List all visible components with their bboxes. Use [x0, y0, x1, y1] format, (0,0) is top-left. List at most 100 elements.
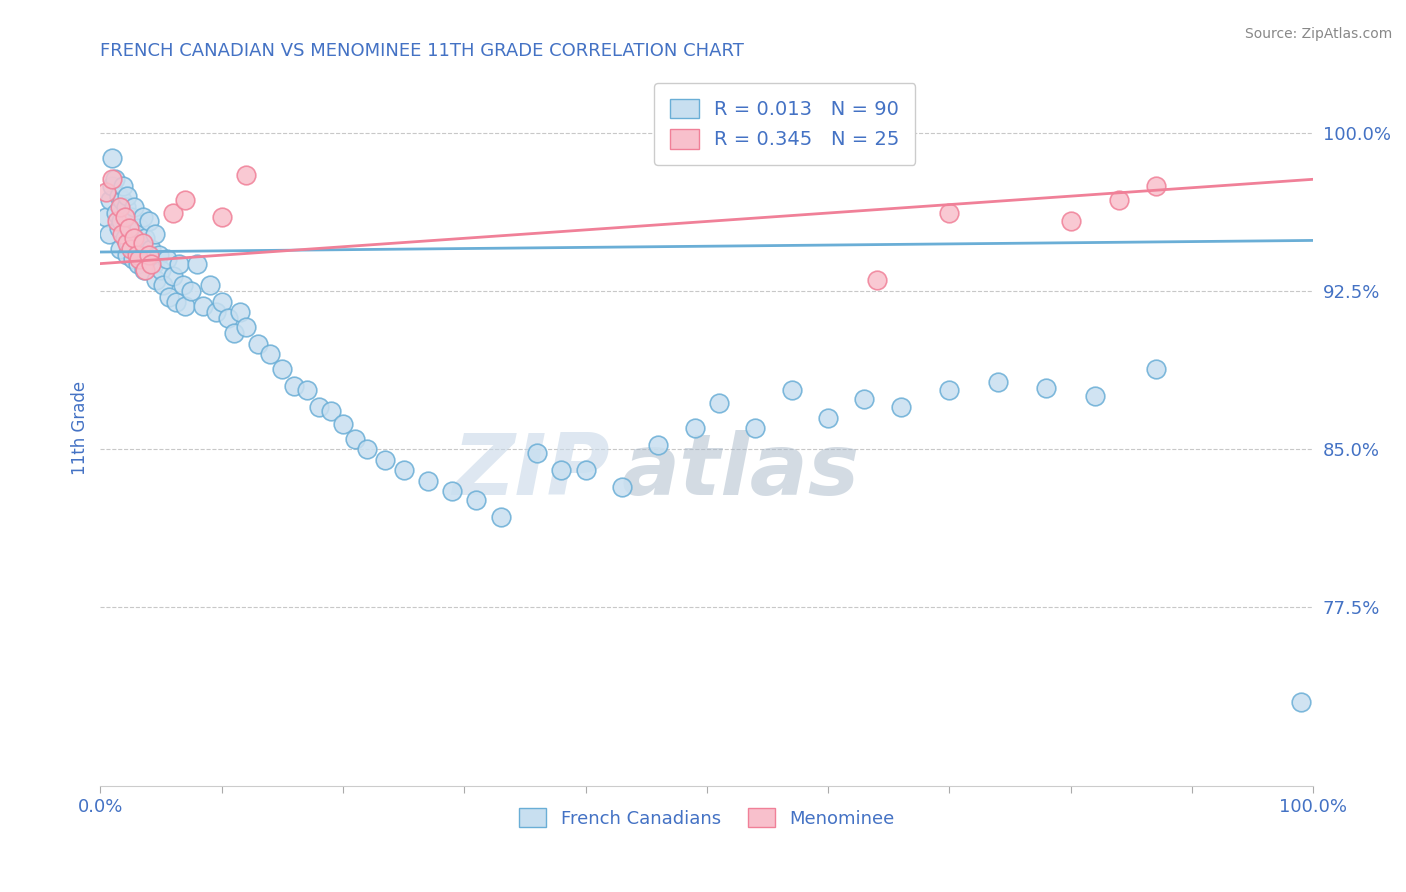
Point — [122, 252, 145, 267]
Point — [96, 211, 118, 225]
Point — [120, 242, 142, 256]
Text: ZIP: ZIP — [453, 430, 610, 513]
Point — [105, 206, 128, 220]
Point — [115, 248, 138, 262]
Point — [150, 263, 173, 277]
Text: Source: ZipAtlas.com: Source: ZipAtlas.com — [1244, 27, 1392, 41]
Point — [744, 421, 766, 435]
Point — [117, 214, 139, 228]
Point — [211, 211, 233, 225]
Point — [127, 257, 149, 271]
Point — [135, 252, 157, 267]
Point — [142, 257, 165, 271]
Point — [308, 400, 330, 414]
Point — [198, 277, 221, 292]
Point — [416, 474, 439, 488]
Point — [114, 231, 136, 245]
Point — [865, 273, 887, 287]
Point — [247, 336, 270, 351]
Point — [111, 194, 134, 208]
Point — [229, 305, 252, 319]
Point — [152, 277, 174, 292]
Point — [1035, 381, 1057, 395]
Point — [143, 227, 166, 241]
Point — [186, 257, 208, 271]
Point — [114, 200, 136, 214]
Point — [101, 151, 124, 165]
Point — [172, 277, 194, 292]
Point — [204, 305, 226, 319]
Point — [987, 375, 1010, 389]
Text: FRENCH CANADIAN VS MENOMINEE 11TH GRADE CORRELATION CHART: FRENCH CANADIAN VS MENOMINEE 11TH GRADE … — [100, 42, 744, 60]
Point — [707, 396, 730, 410]
Point — [118, 220, 141, 235]
Point — [114, 211, 136, 225]
Point — [107, 220, 129, 235]
Point — [124, 200, 146, 214]
Point — [132, 235, 155, 250]
Point — [550, 463, 572, 477]
Point — [332, 417, 354, 431]
Point — [817, 410, 839, 425]
Point — [259, 347, 281, 361]
Point — [167, 257, 190, 271]
Point — [134, 231, 156, 245]
Point — [235, 168, 257, 182]
Point — [174, 299, 197, 313]
Point — [121, 225, 143, 239]
Legend: French Canadians, Menominee: French Canadians, Menominee — [512, 801, 901, 835]
Point — [138, 214, 160, 228]
Point — [1084, 389, 1107, 403]
Point — [1108, 194, 1130, 208]
Point — [180, 284, 202, 298]
Point — [128, 252, 150, 267]
Point — [97, 227, 120, 241]
Point — [938, 206, 960, 220]
Point — [526, 446, 548, 460]
Point — [124, 231, 146, 245]
Point — [780, 383, 803, 397]
Point — [162, 269, 184, 284]
Point — [125, 248, 148, 262]
Point — [132, 211, 155, 225]
Point — [374, 452, 396, 467]
Point — [392, 463, 415, 477]
Y-axis label: 11th Grade: 11th Grade — [72, 381, 89, 475]
Point — [120, 211, 142, 225]
Point — [125, 235, 148, 250]
Point — [138, 248, 160, 262]
Point — [319, 404, 342, 418]
Point — [489, 509, 512, 524]
Point — [141, 242, 163, 256]
Point — [118, 235, 141, 250]
Point — [465, 492, 488, 507]
Point — [145, 273, 167, 287]
Point — [1289, 695, 1312, 709]
Point — [1144, 362, 1167, 376]
Point — [441, 484, 464, 499]
Point — [156, 252, 179, 267]
Point — [683, 421, 706, 435]
Point — [112, 178, 135, 193]
Point — [96, 185, 118, 199]
Point — [111, 227, 134, 241]
Point — [853, 392, 876, 406]
Point — [101, 178, 124, 193]
Point — [108, 200, 131, 214]
Point — [101, 172, 124, 186]
Point — [134, 263, 156, 277]
Point — [104, 172, 127, 186]
Point — [174, 194, 197, 208]
Point — [271, 362, 294, 376]
Point — [115, 189, 138, 203]
Point — [162, 206, 184, 220]
Point — [211, 294, 233, 309]
Point — [141, 257, 163, 271]
Point — [647, 438, 669, 452]
Point — [217, 311, 239, 326]
Point — [159, 290, 181, 304]
Point — [105, 214, 128, 228]
Point — [283, 379, 305, 393]
Point — [356, 442, 378, 457]
Point — [1144, 178, 1167, 193]
